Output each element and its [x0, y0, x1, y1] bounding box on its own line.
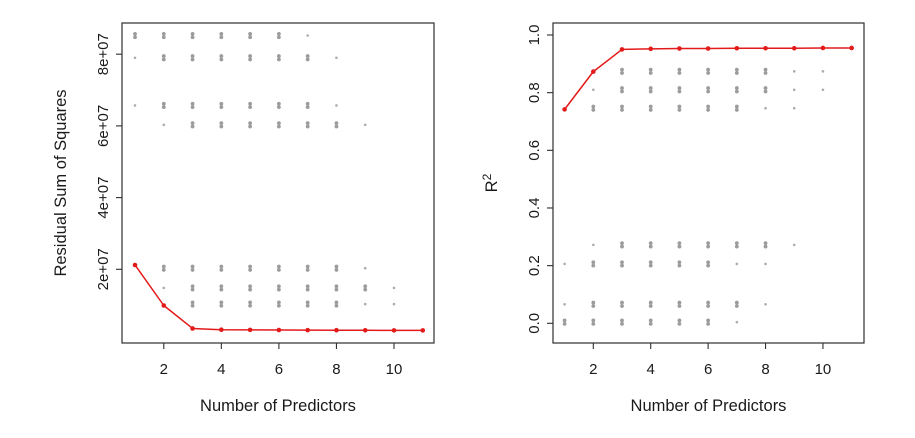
- best-line-path: [134, 264, 423, 332]
- y-tick-label: 2e+07: [95, 248, 112, 290]
- x-axis-label: Number of Predictors: [200, 397, 356, 415]
- x-tick-label: 2: [589, 361, 597, 378]
- best-subset-rss-best-line: [132, 262, 426, 333]
- y-tick-label: 6e+07: [95, 105, 112, 147]
- x-tick-label: 8: [332, 361, 340, 378]
- y-tick-label: 1.0: [526, 25, 543, 46]
- x-tick-label: 2: [160, 361, 168, 378]
- x-tick-label: 10: [386, 361, 403, 378]
- y-tick-label: 0.4: [526, 198, 543, 219]
- x-tick-label: 10: [815, 361, 832, 378]
- x-axis: 2 4 6 8 10: [589, 343, 831, 378]
- y-tick-label: 0.8: [526, 82, 543, 103]
- x-tick-label: 4: [647, 361, 655, 378]
- all-subsets-r2-scatter-points: [562, 67, 825, 326]
- x-tick-label: 6: [704, 361, 712, 378]
- x-axis-label: Number of Predictors: [631, 397, 787, 415]
- r2-plot-panel: 2 4 6 8 10 0.0 0.2 0.4 0.6 0.8 1.0 Number of Predic…: [480, 22, 865, 415]
- x-tick-label: 4: [217, 361, 225, 378]
- best-subset-r2-best-line: [562, 45, 854, 112]
- x-axis: 2 4 6 8 10: [160, 343, 403, 378]
- rss-plot-panel: 2 4 6 8 10 2e+07 4e+07 6e+07 8e+07 Number of Pred…: [52, 22, 435, 415]
- best-line-path: [564, 47, 852, 110]
- y-tick-label: 0.2: [526, 255, 543, 276]
- y-axis: 2e+07 4e+07 6e+07 8e+07: [95, 33, 122, 290]
- y-tick-label: 0.6: [526, 140, 543, 161]
- y-axis-label: Residual Sum of Squares: [52, 89, 70, 276]
- y-tick-label: 0.0: [526, 313, 543, 334]
- plot-border: [121, 22, 435, 344]
- y-axis: 0.0 0.2 0.4 0.6 0.8 1.0: [526, 25, 553, 334]
- y-tick-label: 8e+07: [95, 33, 112, 75]
- x-tick-label: 8: [761, 361, 769, 378]
- all-subsets-rss-scatter-points: [133, 31, 396, 308]
- x-tick-label: 6: [275, 361, 283, 378]
- y-tick-label: 4e+07: [95, 177, 112, 219]
- y-axis-label: R2: [480, 173, 501, 192]
